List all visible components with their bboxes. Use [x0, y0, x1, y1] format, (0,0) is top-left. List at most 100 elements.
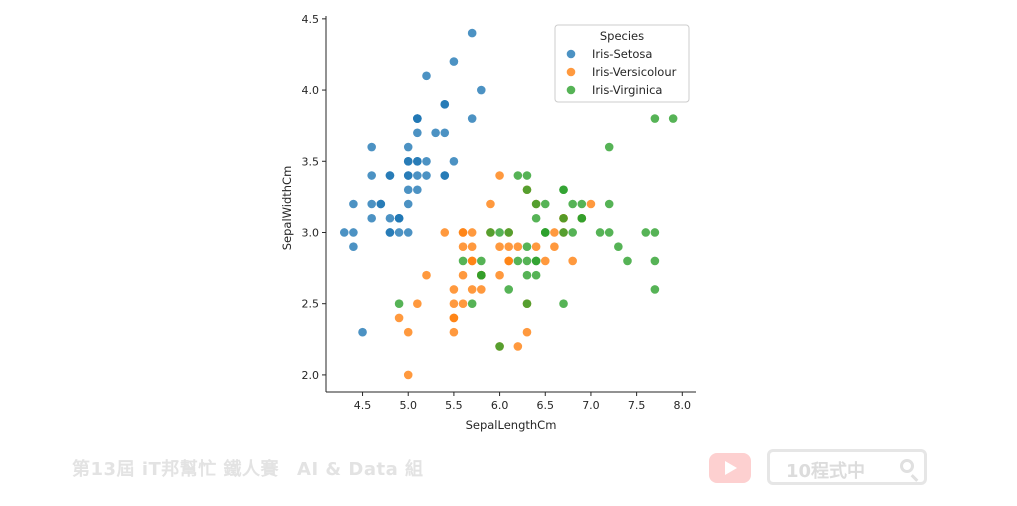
scatter-point: [367, 199, 376, 209]
event-banner: 第13屆 iT邦幫忙 鐵人賽 AI & Data 組: [72, 455, 424, 481]
scatter-point: [413, 299, 422, 308]
scatter-point: [522, 256, 532, 266]
scatter-point: [440, 228, 450, 237]
x-tick-label: 6.5: [537, 399, 555, 412]
scatter-point: [531, 270, 541, 280]
x-tick-label: 6.0: [491, 399, 509, 412]
scatter-point: [449, 299, 459, 308]
x-axis-ticks: 4.5 5.0 5.5 6.0 6.5 7.0 7.5 8.0: [354, 392, 691, 412]
scatter-point: [586, 199, 596, 209]
scatter-point: [522, 299, 532, 308]
scatter-point: [504, 256, 514, 266]
scatter-point: [413, 185, 422, 195]
scatter-point: [504, 285, 514, 294]
y-tick-label: 4.0: [302, 84, 320, 97]
scatter-point: [495, 242, 504, 252]
scatter-point: [467, 256, 477, 266]
scatter-points: [339, 28, 678, 380]
scatter-point: [422, 156, 431, 166]
scatter-point: [449, 313, 459, 323]
x-tick-label: 8.0: [674, 399, 692, 412]
scatter-point: [568, 228, 577, 237]
x-tick-label: 4.5: [354, 399, 372, 412]
search-text: 10程式中: [786, 461, 866, 482]
scatter-point: [467, 28, 477, 38]
x-tick-label: 7.5: [628, 399, 646, 412]
scatter-point: [477, 256, 486, 266]
x-tick-label: 5.5: [445, 399, 463, 412]
scatter-point: [403, 142, 413, 152]
scatter-point: [504, 242, 514, 252]
y-tick-label: 2.5: [302, 298, 320, 311]
scatter-point: [376, 199, 386, 209]
legend: Species Iris-SetosaIris-VersicolourIris-…: [554, 24, 690, 103]
scatter-point: [467, 114, 477, 123]
x-tick-label: 5.0: [399, 399, 417, 412]
scatter-point: [422, 71, 431, 81]
scatter-point: [413, 171, 422, 180]
scatter-point: [568, 256, 577, 266]
legend-marker: [566, 85, 576, 95]
scatter-point: [422, 270, 431, 280]
scatter-point: [367, 171, 376, 180]
scatter-point: [394, 213, 404, 223]
scatter-point: [349, 228, 358, 237]
scatter-point: [559, 185, 568, 195]
youtube-button[interactable]: [709, 453, 751, 483]
scatter-point: [367, 213, 376, 223]
x-axis-label: SepalLengthCm: [466, 418, 557, 432]
scatter-point: [522, 270, 532, 280]
scatter-point: [431, 128, 440, 138]
scatter-point: [486, 199, 495, 209]
search-box[interactable]: 10程式中: [767, 449, 927, 485]
scatter-point: [467, 299, 477, 308]
y-axis-label: SepalWidthCm: [280, 166, 294, 251]
scatter-point: [467, 285, 477, 294]
scatter-point: [540, 256, 550, 266]
scatter-point: [385, 171, 395, 180]
scatter-point: [650, 285, 660, 294]
scatter-point: [458, 228, 468, 237]
scatter-point: [513, 242, 523, 252]
legend-label: Iris-Setosa: [592, 47, 652, 61]
scatter-point: [531, 256, 541, 266]
scatter-point: [403, 370, 413, 380]
scatter-point: [668, 114, 678, 123]
scatter-point: [467, 242, 477, 252]
scatter-point: [495, 228, 504, 237]
scatter-point: [385, 213, 395, 223]
scatter-point: [477, 285, 486, 294]
scatter-point: [522, 327, 532, 337]
legend-marker: [566, 67, 576, 77]
scatter-point: [403, 156, 413, 166]
y-tick-label: 4.5: [302, 13, 320, 26]
scatter-point: [449, 285, 459, 294]
scatter-point: [559, 213, 568, 223]
scatter-point: [641, 228, 651, 237]
scatter-point: [604, 199, 614, 209]
scatter-point: [550, 228, 559, 237]
scatter-point: [477, 270, 486, 280]
scatter-point: [403, 327, 413, 337]
scatter-point: [339, 228, 349, 237]
scatter-point: [604, 142, 614, 152]
scatter-point: [403, 228, 413, 237]
scatter-point: [513, 256, 523, 266]
y-tick-label: 3.5: [302, 155, 320, 168]
x-tick-label: 7.0: [582, 399, 600, 412]
scatter-point: [358, 327, 367, 337]
scatter-point: [394, 313, 404, 323]
scatter-point: [449, 57, 459, 66]
scatter-point: [495, 342, 504, 351]
scatter-point: [413, 128, 422, 138]
scatter-point: [540, 228, 550, 237]
scatter-point: [577, 199, 587, 209]
scatter-point: [458, 242, 468, 252]
scatter-point: [403, 185, 413, 195]
scatter-point: [440, 128, 450, 138]
event-title: 第13屆 iT邦幫忙 鐵人賽: [72, 459, 280, 480]
event-group: AI & Data 組: [297, 459, 424, 480]
scatter-point: [367, 142, 376, 152]
scatter-point: [504, 228, 514, 237]
scatter-point: [467, 228, 477, 237]
